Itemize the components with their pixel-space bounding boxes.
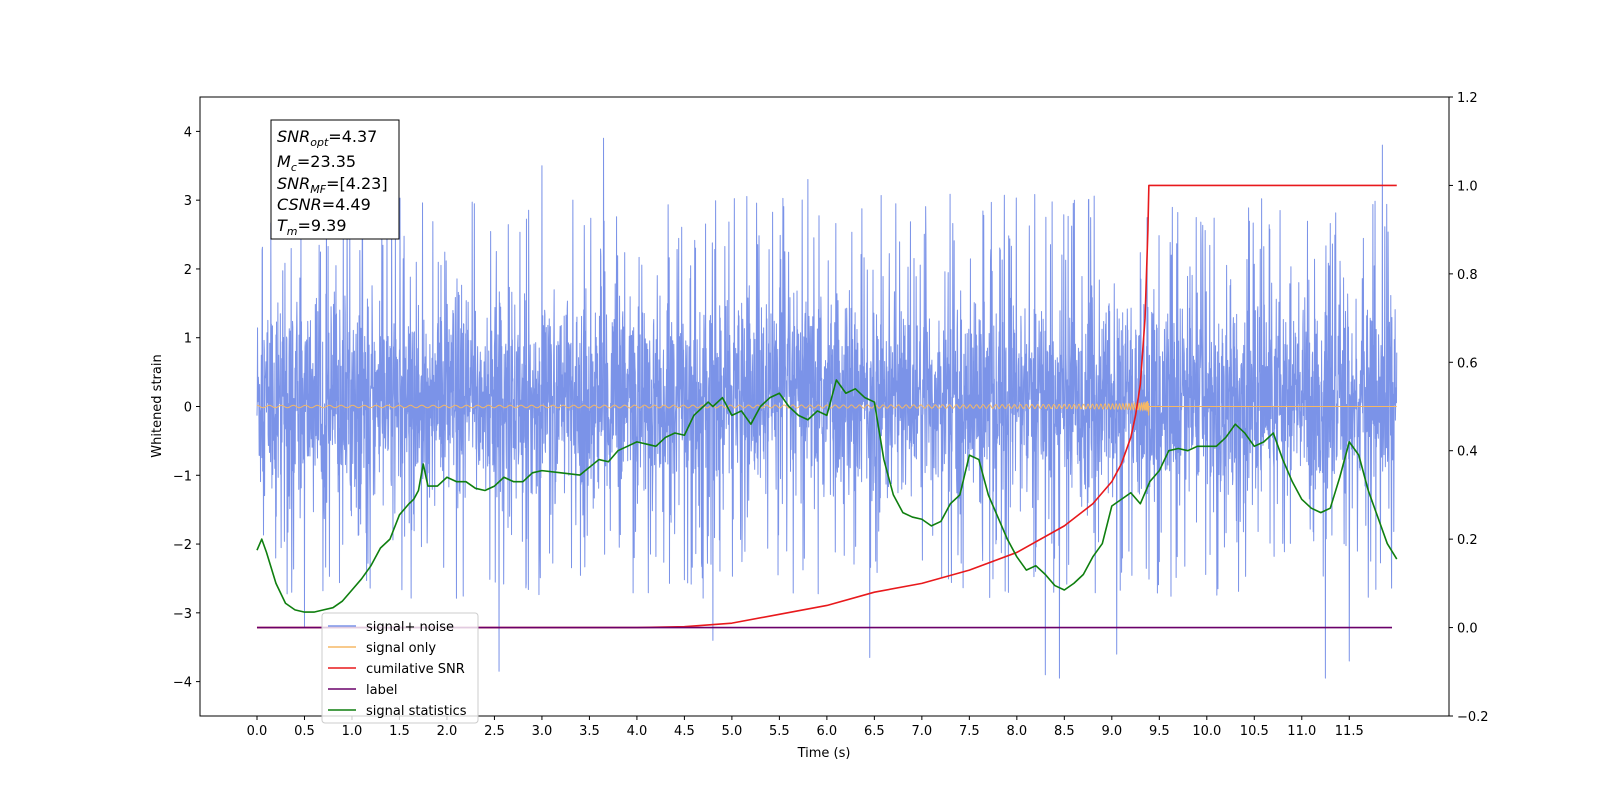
series-signal-statistics bbox=[256, 379, 1398, 613]
x-tick-label: 1.5 bbox=[389, 724, 410, 739]
x-tick-label: 3.0 bbox=[532, 724, 553, 739]
series-signal-only bbox=[256, 401, 1397, 416]
x-axis-label: Time (s) bbox=[797, 746, 851, 761]
x-tick-label: 9.5 bbox=[1149, 724, 1170, 739]
y-tick-label-right: 1.2 bbox=[1457, 91, 1478, 106]
legend-entry: signal only bbox=[366, 641, 436, 656]
x-tick-label: 10.5 bbox=[1240, 724, 1269, 739]
x-tick-label: 8.0 bbox=[1006, 724, 1027, 739]
y-tick-label-right: 0.6 bbox=[1457, 356, 1478, 371]
legend-entry: label bbox=[366, 683, 397, 698]
x-tick-label: 1.0 bbox=[342, 724, 363, 739]
x-tick-label: 2.5 bbox=[484, 724, 505, 739]
legend: signal+ noise signal only cumilative SNR la… bbox=[321, 612, 479, 724]
x-tick-label: 6.0 bbox=[817, 724, 838, 739]
info-box-line: Tm=9.39 bbox=[277, 216, 347, 238]
y-axis-left: −4 −3 −2 −1 0 1 2 3 4 bbox=[173, 125, 200, 691]
y-tick-label-left: 0 bbox=[184, 401, 192, 416]
x-tick-label: 5.0 bbox=[722, 724, 743, 739]
info-box-line: CSNR=4.49 bbox=[277, 195, 371, 214]
legend-entry: signal statistics bbox=[366, 704, 467, 719]
y-tick-label-left: −4 bbox=[173, 676, 192, 691]
series-cumulative-snr bbox=[256, 184, 1397, 629]
y-axis-right: −0.2 0.0 0.2 0.4 0.6 0.8 1.0 1.2 bbox=[1449, 91, 1489, 725]
y-tick-label-left: 3 bbox=[184, 194, 192, 209]
legend-entry: signal+ noise bbox=[366, 620, 454, 635]
series-signal-noise bbox=[256, 137, 1398, 679]
x-tick-label: 7.5 bbox=[959, 724, 980, 739]
y-tick-label-left: −3 bbox=[173, 607, 192, 622]
x-tick-label: 0.0 bbox=[247, 724, 268, 739]
x-tick-label: 8.5 bbox=[1054, 724, 1075, 739]
x-axis: 0.0 0.5 1.0 1.5 2.0 2.5 3.0 3.5 4.0 4.5 5.0 5.5 6.0 6… bbox=[247, 716, 1364, 739]
y-tick-label-right: −0.2 bbox=[1457, 710, 1489, 725]
y-tick-label-left: −1 bbox=[173, 469, 192, 484]
info-box: SNRopt=4.37 Mc=23.35SNRMF=[4.23]CSNR=4.49… bbox=[270, 119, 400, 240]
y-tick-label-left: 4 bbox=[184, 125, 192, 140]
x-tick-label: 4.0 bbox=[627, 724, 648, 739]
y-tick-label-right: 0.2 bbox=[1457, 533, 1478, 548]
y-tick-label-right: 0.8 bbox=[1457, 268, 1478, 283]
legend-frame bbox=[321, 612, 479, 724]
x-tick-label: 11.5 bbox=[1335, 724, 1364, 739]
x-tick-label: 10.0 bbox=[1192, 724, 1221, 739]
y-tick-label-left: 2 bbox=[184, 263, 192, 278]
y-tick-label-right: 1.0 bbox=[1457, 179, 1478, 194]
x-tick-label: 7.0 bbox=[912, 724, 933, 739]
info-box-line: SNRMF=[4.23] bbox=[277, 174, 388, 196]
x-tick-label: 11.0 bbox=[1287, 724, 1316, 739]
x-tick-label: 2.0 bbox=[437, 724, 458, 739]
y-tick-label-left: 1 bbox=[184, 332, 192, 347]
x-tick-label: 5.5 bbox=[769, 724, 790, 739]
info-box-line: SNRopt=4.37 bbox=[277, 127, 377, 149]
legend-entry: cumilative SNR bbox=[366, 662, 465, 677]
x-tick-label: 0.5 bbox=[294, 724, 315, 739]
x-tick-label: 6.5 bbox=[864, 724, 885, 739]
y-tick-label-right: 0.4 bbox=[1457, 445, 1478, 460]
info-box-frame bbox=[270, 119, 400, 240]
y-tick-label-left: −2 bbox=[173, 538, 192, 553]
info-box-line: Mc=23.35 bbox=[277, 152, 356, 174]
x-tick-label: 3.5 bbox=[579, 724, 600, 739]
y-tick-label-right: 0.0 bbox=[1457, 622, 1478, 637]
x-tick-label: 4.5 bbox=[674, 724, 695, 739]
x-tick-label: 9.0 bbox=[1101, 724, 1122, 739]
y-axis-label: Whitened strain bbox=[150, 354, 165, 457]
